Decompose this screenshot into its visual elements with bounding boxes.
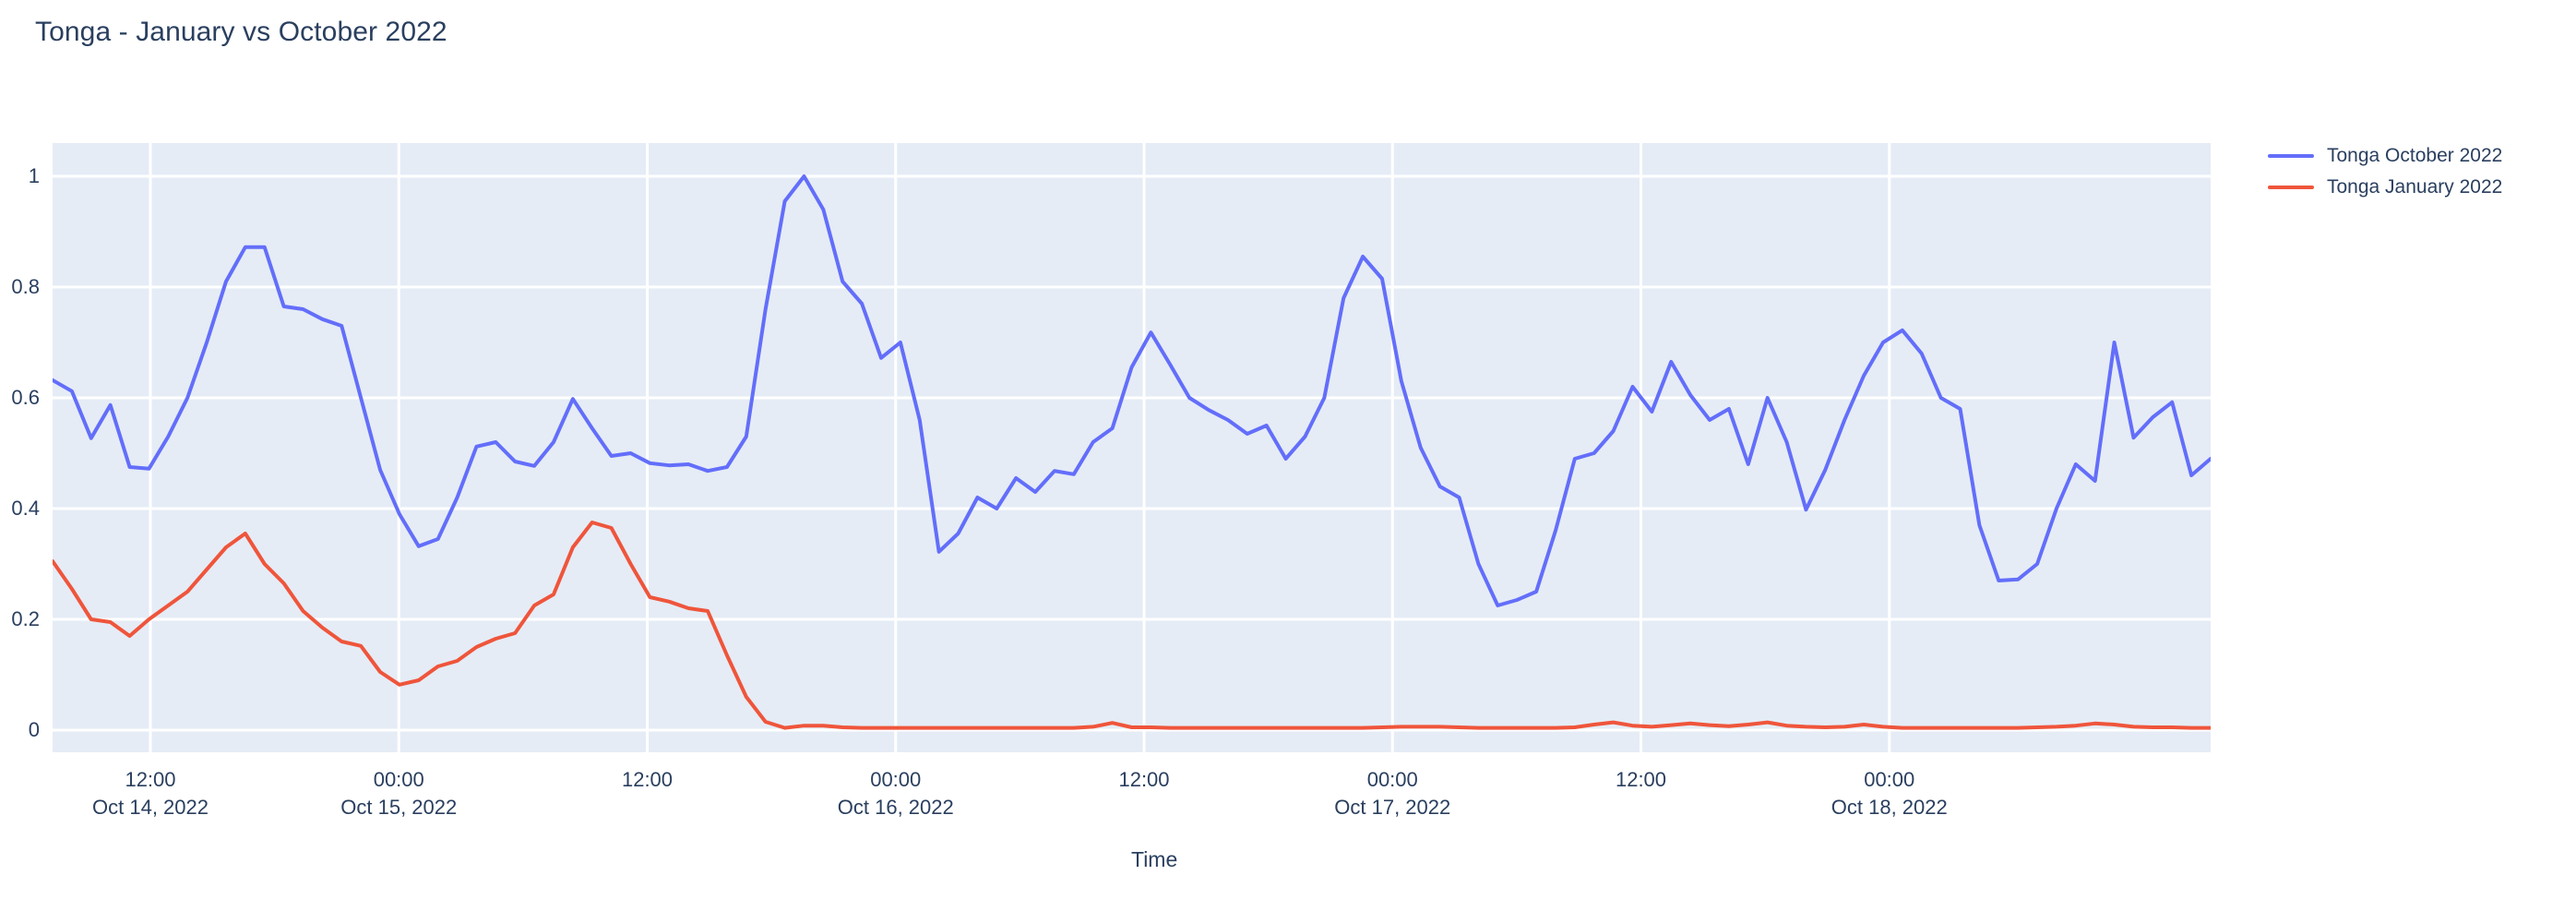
series-lines bbox=[53, 176, 2211, 728]
x-tick-label: 12:00 bbox=[1118, 766, 1169, 794]
x-tick-time: 00:00 bbox=[1864, 768, 1915, 791]
legend-item[interactable]: Tonga October 2022 bbox=[2268, 140, 2572, 172]
x-tick-label: 00:00 Oct 17, 2022 bbox=[1334, 766, 1450, 821]
y-tick-label: 0.4 bbox=[11, 497, 40, 520]
x-tick-time: 12:00 bbox=[621, 768, 674, 791]
y-tick-label: 0.2 bbox=[11, 607, 40, 630]
x-axis-title: Time bbox=[1131, 847, 1178, 871]
series-line bbox=[53, 522, 2211, 728]
x-tick-label: 00:00 Oct 18, 2022 bbox=[1831, 766, 1948, 821]
x-tick-label: 12:00 Oct 14, 2022 bbox=[92, 766, 209, 821]
x-tick-date: Oct 14, 2022 bbox=[92, 796, 209, 819]
y-tick-label: 1 bbox=[28, 164, 40, 187]
legend-color-swatch bbox=[2268, 186, 2314, 189]
x-gridlines bbox=[150, 143, 1890, 752]
legend-item-label: Tonga January 2022 bbox=[2327, 176, 2503, 198]
x-tick-label: 12:00 bbox=[622, 766, 673, 794]
y-tick-label: 0.6 bbox=[11, 386, 40, 409]
series-line bbox=[53, 176, 2211, 605]
plot-svg bbox=[53, 143, 2211, 752]
x-tick-time: 12:00 bbox=[1615, 768, 1667, 791]
plot-area bbox=[53, 143, 2211, 752]
y-gridlines bbox=[53, 176, 2211, 730]
legend-item[interactable]: Tonga January 2022 bbox=[2268, 172, 2572, 203]
x-tick-time: 00:00 bbox=[1366, 768, 1418, 791]
x-tick-time: 12:00 bbox=[1118, 768, 1170, 791]
x-tick-date: Oct 18, 2022 bbox=[1831, 796, 1948, 819]
x-tick-date: Oct 16, 2022 bbox=[837, 796, 954, 819]
page-title: Tonga - January vs October 2022 bbox=[35, 17, 447, 47]
x-tick-time: 00:00 bbox=[870, 768, 922, 791]
x-tick-label: 12:00 bbox=[1616, 766, 1666, 794]
x-tick-label: 00:00 Oct 16, 2022 bbox=[838, 766, 954, 821]
y-tick-label: 0.8 bbox=[11, 275, 40, 298]
x-tick-date: Oct 17, 2022 bbox=[1334, 796, 1451, 819]
legend-color-swatch bbox=[2268, 154, 2314, 158]
x-tick-time: 00:00 bbox=[373, 768, 424, 791]
x-tick-date: Oct 15, 2022 bbox=[340, 796, 458, 819]
legend-item-label: Tonga October 2022 bbox=[2327, 145, 2503, 166]
y-tick-label: 0 bbox=[28, 718, 40, 741]
x-tick-label: 00:00 Oct 15, 2022 bbox=[340, 766, 457, 821]
legend: Tonga October 2022 Tonga January 2022 bbox=[2268, 140, 2572, 203]
x-tick-time: 12:00 bbox=[125, 768, 176, 791]
